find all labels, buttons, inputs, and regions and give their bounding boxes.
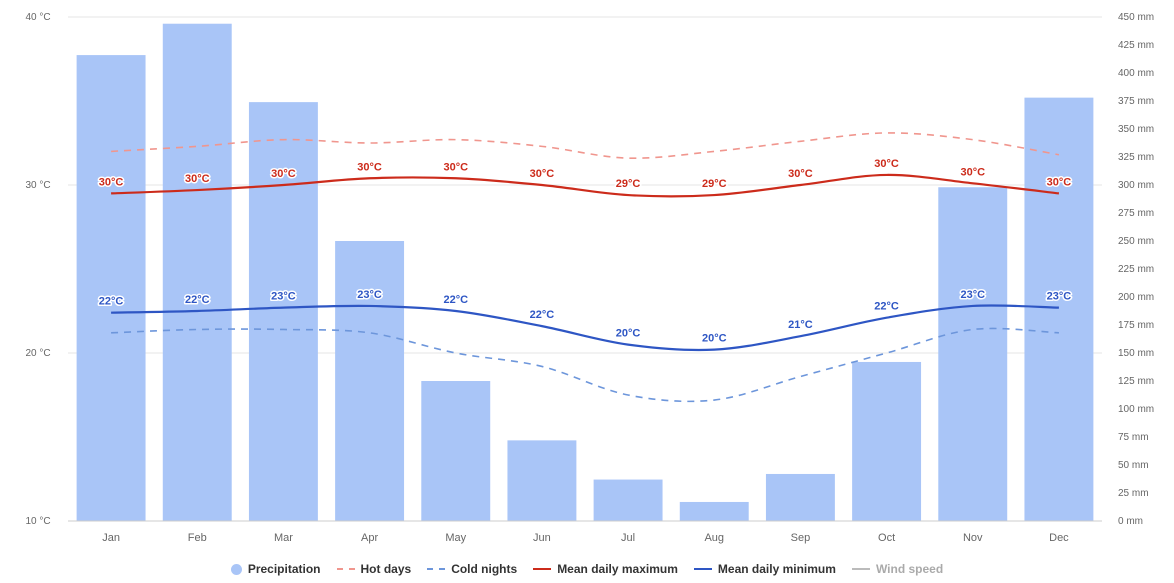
left-tick-label: 20 °C <box>25 348 50 359</box>
right-tick-label: 425 mm <box>1118 40 1154 51</box>
data-label-max: 30°C <box>99 176 124 188</box>
data-label-max: 29°C <box>616 178 641 190</box>
data-label-max: 30°C <box>788 168 813 180</box>
x-axis: Jan Feb Mar Apr May Jun Jul Aug Sep Oct Nov Dec <box>68 521 1102 544</box>
data-label-max: 30°C <box>271 168 296 180</box>
precipitation-bar <box>335 241 404 521</box>
right-tick-label: 75 mm <box>1118 432 1149 443</box>
right-tick-label: 200 mm <box>1118 292 1154 303</box>
legend-label-precipitation: Precipitation <box>248 562 321 576</box>
right-tick-label: 250 mm <box>1118 236 1154 247</box>
left-tick-label: 10 °C <box>25 516 50 527</box>
legend-symbol-hot-days <box>337 568 355 570</box>
right-axis: 0 mm 25 mm 50 mm 75 mm 100 mm 125 mm 150 mm 175… <box>1118 12 1154 527</box>
right-tick-label: 325 mm <box>1118 152 1154 163</box>
x-tick-label: Jan <box>102 532 120 544</box>
right-tick-label: 50 mm <box>1118 460 1149 471</box>
legend-label-mean-daily-minimum: Mean daily minimum <box>718 562 836 576</box>
x-tick-label: Feb <box>188 532 207 544</box>
legend-symbol-wind-speed <box>852 568 870 570</box>
data-label-min: 22°C <box>185 294 210 306</box>
x-tick-label: Nov <box>963 532 983 544</box>
legend-label-mean-daily-maximum: Mean daily maximum <box>557 562 678 576</box>
x-tick-label: Apr <box>361 532 378 544</box>
data-label-min: 22°C <box>530 309 555 321</box>
left-tick-label: 30 °C <box>25 180 50 191</box>
data-label-min: 20°C <box>702 333 727 345</box>
legend-item-hot-days[interactable]: Hot days <box>337 562 412 576</box>
legend-symbol-mean-daily-maximum <box>533 568 551 570</box>
x-tick-label: Sep <box>791 532 811 544</box>
x-tick-label: Aug <box>704 532 724 544</box>
data-label-max: 30°C <box>185 173 210 185</box>
legend-label-cold-nights: Cold nights <box>451 562 517 576</box>
data-label-min: 22°C <box>874 301 899 313</box>
data-label-max: 29°C <box>702 178 727 190</box>
data-label-max: 30°C <box>443 161 468 173</box>
data-label-min: 23°C <box>960 289 985 301</box>
right-tick-label: 300 mm <box>1118 180 1154 191</box>
precipitation-bar <box>938 187 1007 521</box>
precipitation-bars <box>77 24 1094 521</box>
data-label-min: 20°C <box>616 328 641 340</box>
x-tick-label: May <box>445 532 466 544</box>
x-tick-label: Jun <box>533 532 551 544</box>
precipitation-bar <box>680 502 749 521</box>
right-tick-label: 375 mm <box>1118 96 1154 107</box>
legend-item-wind-speed[interactable]: Wind speed <box>852 562 943 576</box>
legend-symbol-precipitation <box>231 564 242 575</box>
data-label-min: 23°C <box>357 289 382 301</box>
data-label-max: 30°C <box>960 166 985 178</box>
precipitation-bar <box>163 24 232 521</box>
precipitation-bar <box>594 480 663 521</box>
x-tick-label: Dec <box>1049 532 1069 544</box>
right-tick-label: 175 mm <box>1118 320 1154 331</box>
data-label-min: 23°C <box>271 291 296 303</box>
precipitation-bar <box>852 362 921 521</box>
right-tick-label: 125 mm <box>1118 376 1154 387</box>
data-label-min: 22°C <box>99 296 124 308</box>
data-labels: 30°C 30°C 30°C 30°C 30°C 30°C 30°C 30°C 30°C 30°C… <box>99 158 1071 345</box>
climate-chart: 10 °C 20 °C 30 °C 40 °C 0 mm 25 mm 50 mm 75 mm… <box>0 0 1174 560</box>
x-tick-label: Mar <box>274 532 293 544</box>
left-axis: 10 °C 20 °C 30 °C 40 °C <box>25 12 50 527</box>
legend-label-hot-days: Hot days <box>361 562 412 576</box>
right-tick-label: 275 mm <box>1118 208 1154 219</box>
chart-legend: Precipitation Hot days Cold nights Mean … <box>0 562 1174 576</box>
legend-label-wind-speed: Wind speed <box>876 562 943 576</box>
right-tick-label: 100 mm <box>1118 404 1154 415</box>
legend-item-cold-nights[interactable]: Cold nights <box>427 562 517 576</box>
right-tick-label: 400 mm <box>1118 68 1154 79</box>
left-tick-label: 40 °C <box>25 12 50 23</box>
data-label-min: 22°C <box>443 294 468 306</box>
legend-symbol-cold-nights <box>427 568 445 570</box>
precipitation-bar <box>507 440 576 521</box>
data-label-min: 23°C <box>1047 291 1072 303</box>
x-tick-label: Jul <box>621 532 635 544</box>
precipitation-bar <box>421 381 490 521</box>
legend-item-mean-daily-maximum[interactable]: Mean daily maximum <box>533 562 678 576</box>
precipitation-bar <box>249 102 318 521</box>
right-tick-label: 0 mm <box>1118 516 1143 527</box>
precipitation-bar <box>1024 98 1093 521</box>
data-label-max: 30°C <box>357 161 382 173</box>
data-label-max: 30°C <box>530 168 555 180</box>
legend-item-precipitation[interactable]: Precipitation <box>231 562 321 576</box>
right-tick-label: 350 mm <box>1118 124 1154 135</box>
right-tick-label: 150 mm <box>1118 348 1154 359</box>
x-tick-label: Oct <box>878 532 895 544</box>
data-label-max: 30°C <box>874 158 899 170</box>
right-tick-label: 450 mm <box>1118 12 1154 23</box>
legend-item-mean-daily-minimum[interactable]: Mean daily minimum <box>694 562 836 576</box>
right-tick-label: 25 mm <box>1118 488 1149 499</box>
data-label-max: 30°C <box>1047 176 1072 188</box>
data-label-min: 21°C <box>788 319 813 331</box>
precipitation-bar <box>77 55 146 521</box>
precipitation-bar <box>766 474 835 521</box>
right-tick-label: 225 mm <box>1118 264 1154 275</box>
legend-symbol-mean-daily-minimum <box>694 568 712 570</box>
